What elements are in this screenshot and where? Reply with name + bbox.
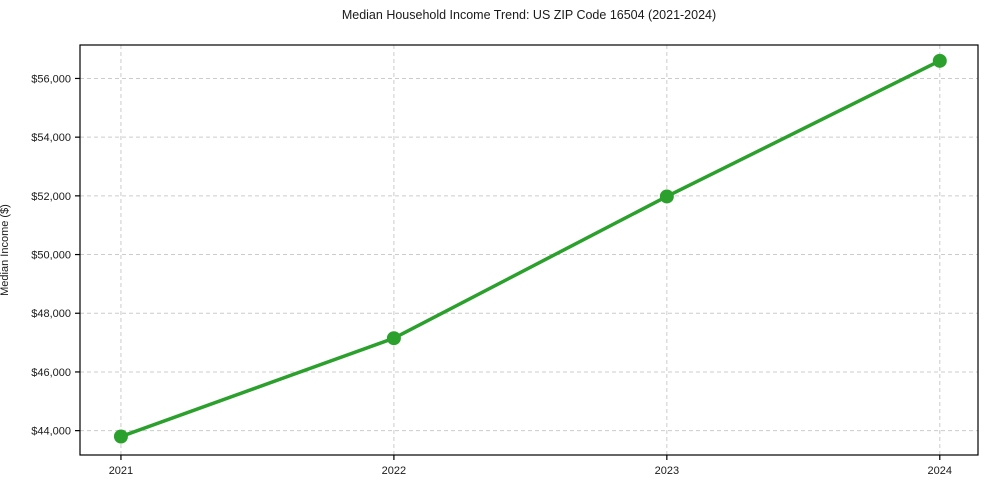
y-tick-label: $56,000 (31, 73, 71, 85)
y-tick-label: $44,000 (31, 426, 71, 438)
data-point-marker (932, 53, 947, 68)
y-tick-label: $54,000 (31, 132, 71, 144)
trend-line (119, 59, 942, 439)
plot-frame (79, 44, 979, 456)
data-point-marker (113, 429, 128, 444)
x-tick-label: 2023 (655, 465, 679, 477)
y-tick-label: $52,000 (31, 191, 71, 203)
data-point-marker (659, 189, 674, 204)
chart-title: Median Household Income Trend: US ZIP Co… (341, 8, 717, 22)
y-tick-label: $50,000 (31, 250, 71, 262)
x-tick-label: 2022 (382, 465, 406, 477)
x-tick-label: 2024 (928, 465, 952, 477)
x-tick-label: 2021 (109, 465, 133, 477)
data-point-marker (386, 331, 401, 346)
y-tick-label: $46,000 (31, 367, 71, 379)
y-tick-label: $48,000 (31, 308, 71, 320)
